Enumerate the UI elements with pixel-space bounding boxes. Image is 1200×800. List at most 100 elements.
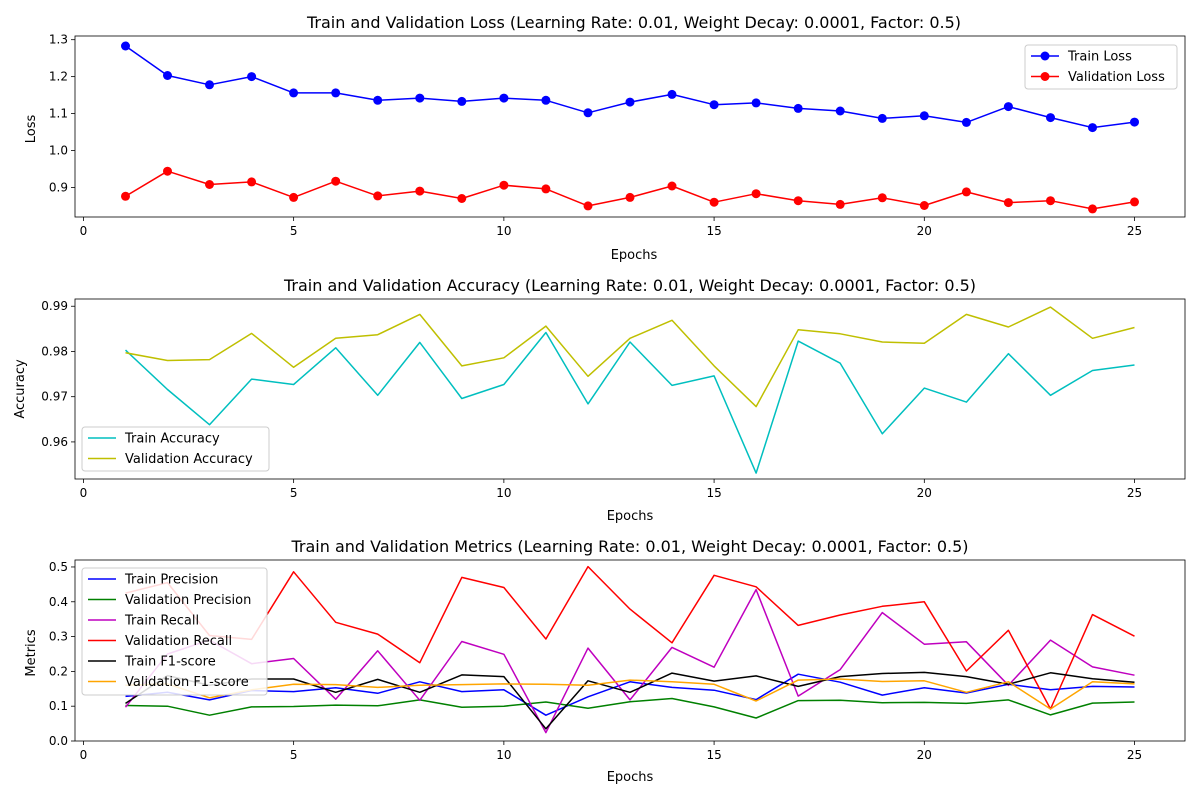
- x-axis-label-metrics: Epochs: [607, 770, 654, 785]
- data-point: [457, 96, 467, 106]
- x-tick-label: 20: [917, 224, 932, 238]
- data-point: [1130, 117, 1139, 127]
- data-point: [373, 191, 383, 201]
- data-point: [709, 100, 719, 110]
- series-accuracy-0: [124, 331, 1135, 474]
- y-tick-label: 1.3: [49, 33, 68, 47]
- y-tick-label: 0.98: [41, 344, 68, 358]
- axes-frame-accuracy: [74, 298, 1186, 480]
- data-point: [163, 166, 172, 176]
- data-point: [373, 95, 383, 105]
- legend-loss: Train Loss Validation Loss: [1024, 44, 1178, 90]
- series-line-metrics-3: [125, 565, 1135, 710]
- data-point: [499, 180, 509, 190]
- data-point: [457, 194, 467, 203]
- legend-label: Validation Loss: [1068, 70, 1165, 85]
- data-point: [541, 184, 551, 194]
- y-axis-label-accuracy: Accuracy: [13, 359, 28, 419]
- data-point: [121, 41, 130, 51]
- series-line-metrics-2: [124, 588, 1135, 734]
- y-axis-label-loss: Loss: [24, 115, 39, 144]
- data-point: [247, 177, 257, 187]
- x-axis-label-accuracy: Epochs: [607, 509, 654, 524]
- y-tick-label: 0.2: [49, 664, 68, 678]
- data-point: [247, 72, 257, 82]
- x-tick-label: 25: [1127, 224, 1142, 238]
- data-point: [751, 98, 761, 108]
- x-tick-label: 0: [80, 748, 88, 762]
- data-point: [331, 176, 341, 186]
- panel-accuracy: Train and Validation Accuracy (Learning …: [13, 276, 1186, 524]
- data-point: [205, 180, 214, 189]
- y-tick-label: 1.1: [49, 107, 68, 121]
- legend-metrics: Train Precision Validation Precision Train…: [81, 567, 268, 696]
- data-point: [961, 187, 971, 197]
- data-point: [877, 193, 887, 203]
- x-tick-label: 10: [496, 224, 511, 238]
- x-tick-label: 0: [80, 224, 88, 238]
- series-metrics-1: [125, 697, 1135, 719]
- data-point: [1088, 123, 1097, 133]
- plot-area-metrics: 0 5 10 15 20 25 0.0 0.1 0.2 0.3 0.4 0.5: [49, 559, 1186, 762]
- y-tick-label: 0.96: [41, 435, 68, 449]
- legend-label: Validation Accuracy: [125, 452, 253, 467]
- chart-title-loss: Train and Validation Loss (Learning Rate…: [306, 13, 961, 32]
- data-point: [541, 95, 551, 105]
- legend-label: Train Loss: [1067, 50, 1132, 65]
- series-accuracy-1: [125, 306, 1135, 408]
- legend-box: [81, 567, 268, 696]
- legend-marker: [1040, 72, 1050, 81]
- y-tick-label: 0.4: [49, 595, 68, 609]
- y-tick-label: 0.5: [49, 560, 68, 574]
- data-point: [1046, 196, 1055, 206]
- data-point: [961, 117, 971, 127]
- chart-title-metrics: Train and Validation Metrics (Learning R…: [290, 537, 968, 556]
- data-point: [415, 186, 425, 196]
- x-tick-label: 25: [1127, 748, 1142, 762]
- legend-label: Train Recall: [124, 614, 199, 629]
- y-tick-label: 0.3: [49, 630, 68, 644]
- data-point: [835, 106, 845, 116]
- x-tick-label: 10: [496, 486, 511, 500]
- data-point: [835, 199, 845, 209]
- x-tick-label: 5: [290, 486, 298, 500]
- series-metrics-4: [125, 671, 1135, 730]
- y-tick-label: 1.0: [49, 144, 68, 158]
- series-line-accuracy-1: [125, 306, 1135, 408]
- data-point: [625, 192, 635, 202]
- series-line-metrics-1: [125, 697, 1135, 719]
- x-tick-label: 15: [706, 748, 721, 762]
- data-point: [751, 189, 761, 199]
- x-tick-label: 5: [290, 224, 298, 238]
- legend-box: [1024, 44, 1178, 90]
- legend-accuracy: Train Accuracy Validation Accuracy: [81, 426, 270, 472]
- series-loss-0: [121, 41, 1139, 133]
- data-point: [667, 181, 677, 191]
- x-axis-label-loss: Epochs: [611, 248, 658, 263]
- data-point: [289, 192, 299, 202]
- axes-frame-loss: [74, 35, 1186, 218]
- data-point: [163, 71, 172, 80]
- data-point: [583, 201, 593, 211]
- data-point: [1003, 198, 1013, 208]
- x-tick-label: 5: [290, 748, 298, 762]
- data-point: [793, 196, 803, 206]
- legend-label: Validation Recall: [125, 634, 232, 649]
- chart-title-accuracy: Train and Validation Accuracy (Learning …: [283, 276, 976, 295]
- legend-marker: [1040, 51, 1050, 61]
- series-line-accuracy-0: [124, 331, 1135, 474]
- legend-label: Train Precision: [124, 573, 218, 588]
- data-point: [499, 93, 509, 103]
- data-point: [877, 113, 887, 123]
- data-point: [1130, 197, 1139, 207]
- data-point: [709, 197, 719, 207]
- legend-box: [81, 426, 270, 472]
- panel-loss: Train and Validation Loss (Learning Rate…: [24, 13, 1186, 263]
- y-tick-label: 0.99: [41, 299, 68, 313]
- series-line-metrics-5: [125, 678, 1135, 710]
- data-point: [667, 89, 677, 99]
- x-tick-label: 20: [917, 748, 932, 762]
- data-point: [793, 103, 803, 113]
- series-metrics-5: [125, 678, 1135, 710]
